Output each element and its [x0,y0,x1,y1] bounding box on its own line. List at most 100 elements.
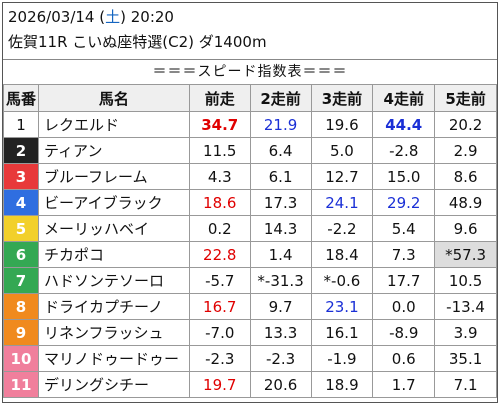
speed-index-4-races-ago: -8.9 [372,319,436,346]
horse-name: ブルーフレーム [37,163,190,190]
table-row: 1 レクエルド 34.7 21.9 19.6 44.4 20.2 [3,111,497,138]
col-header-4-races-ago: 4走前 [372,84,436,112]
table-row: 9 リネンフラッシュ -7.0 13.3 16.1 -8.9 3.9 [3,319,497,346]
speed-index-2-races-ago: 6.1 [249,163,312,190]
speed-index-last-race: 22.8 [188,241,251,268]
speed-index-3-races-ago: 24.1 [310,189,374,216]
speed-index-last-race: 18.6 [188,189,251,216]
table-header-row: 馬番 馬名 前走 2走前 3走前 4走前 5走前 [3,84,497,112]
col-header-horse-number: 馬番 [3,84,39,112]
horse-name: ティアン [37,137,190,164]
speed-index-2-races-ago: 9.7 [249,293,312,320]
race-datetime: 2026/03/14 (土) 20:20 [8,8,174,26]
speed-index-5-races-ago: 3.9 [434,319,497,346]
speed-index-5-races-ago: 2.9 [434,137,497,164]
table-row: 4 ビーアイブラック 18.6 17.3 24.1 29.2 48.9 [3,189,497,216]
speed-index-last-race: 19.7 [188,371,251,398]
horse-number: 7 [3,267,39,294]
speed-index-3-races-ago: -1.9 [310,345,374,372]
speed-index-last-race: 0.2 [188,215,251,242]
speed-index-2-races-ago: 20.6 [249,371,312,398]
col-header-3-races-ago: 3走前 [310,84,374,112]
speed-index-last-race: 4.3 [188,163,251,190]
speed-index-5-races-ago: *57.3 [434,241,497,268]
speed-index-last-race: -7.0 [188,319,251,346]
horse-name: ビーアイブラック [37,189,190,216]
speed-index-2-races-ago: 17.3 [249,189,312,216]
speed-index-last-race: -5.7 [188,267,251,294]
race-time: 20:20 [125,8,174,26]
speed-index-2-races-ago: 21.9 [249,111,312,138]
horse-number: 10 [3,345,39,372]
horse-number: 11 [3,371,39,398]
speed-index-4-races-ago: -2.8 [372,137,436,164]
table-row: 8 ドライカプチーノ 16.7 9.7 23.1 0.0 -13.4 [3,293,497,320]
table-row: 11 デリングシチー 19.7 20.6 18.9 1.7 7.1 [3,371,497,398]
table-row: 3 ブルーフレーム 4.3 6.1 12.7 15.0 8.6 [3,163,497,190]
horse-name: メーリッハベイ [37,215,190,242]
speed-index-3-races-ago: 18.9 [310,371,374,398]
horse-name: リネンフラッシュ [37,319,190,346]
horse-number: 5 [3,215,39,242]
horse-name: レクエルド [37,111,190,138]
horse-number: 2 [3,137,39,164]
speed-index-last-race: 34.7 [188,111,251,138]
col-header-2-races-ago: 2走前 [249,84,312,112]
speed-index-4-races-ago: 0.0 [372,293,436,320]
speed-index-4-races-ago: 5.4 [372,215,436,242]
speed-index-2-races-ago: 1.4 [249,241,312,268]
speed-index-4-races-ago: 44.4 [372,111,436,138]
horse-number: 4 [3,189,39,216]
col-header-horse-name: 馬名 [37,84,190,112]
speed-index-2-races-ago: 13.3 [249,319,312,346]
speed-index-3-races-ago: 19.6 [310,111,374,138]
speed-index-4-races-ago: 0.6 [372,345,436,372]
race-info: 佐賀11R こいぬ座特選(C2) ダ1400m [8,33,267,51]
speed-index-5-races-ago: 48.9 [434,189,497,216]
dow-close: ) [120,8,126,26]
speed-index-4-races-ago: 17.7 [372,267,436,294]
speed-index-4-races-ago: 1.7 [372,371,436,398]
table-row: 6 チカポコ 22.8 1.4 18.4 7.3 *57.3 [3,241,497,268]
dow-open: ( [94,8,106,26]
speed-index-3-races-ago: 23.1 [310,293,374,320]
speed-index-3-races-ago: -2.2 [310,215,374,242]
table-row: 7 ハドソンテソーロ -5.7 *-31.3 *-0.6 17.7 10.5 [3,267,497,294]
speed-index-4-races-ago: 15.0 [372,163,436,190]
race-date: 2026/03/14 [8,8,95,26]
speed-index-table: 馬番 馬名 前走 2走前 3走前 4走前 5走前 1 レクエルド 34.7 21.9 1… [3,84,497,398]
speed-index-5-races-ago: 7.1 [434,371,497,398]
speed-index-last-race: 11.5 [188,137,251,164]
speed-index-panel: 2026/03/14 (土) 20:20 佐賀11R こいぬ座特選(C2) ダ1… [2,2,498,403]
speed-index-5-races-ago: 35.1 [434,345,497,372]
header-divider [3,59,497,60]
table-title: ＝＝＝スピード指数表＝＝＝ [152,64,348,80]
speed-index-3-races-ago: 12.7 [310,163,374,190]
speed-index-2-races-ago: 14.3 [249,215,312,242]
horse-name: デリングシチー [37,371,190,398]
speed-index-last-race: -2.3 [188,345,251,372]
horse-number: 6 [3,241,39,268]
speed-index-5-races-ago: 9.6 [434,215,497,242]
table-row: 2 ティアン 11.5 6.4 5.0 -2.8 2.9 [3,137,497,164]
horse-name: ハドソンテソーロ [37,267,190,294]
speed-index-2-races-ago: 6.4 [249,137,312,164]
horse-number: 8 [3,293,39,320]
horse-name: マリノドゥードゥー [37,345,190,372]
speed-index-5-races-ago: 8.6 [434,163,497,190]
speed-index-2-races-ago: -2.3 [249,345,312,372]
speed-index-3-races-ago: 18.4 [310,241,374,268]
speed-index-3-races-ago: *-0.6 [310,267,374,294]
speed-index-2-races-ago: *-31.3 [249,267,312,294]
horse-number: 1 [3,111,39,138]
table-body: 1 レクエルド 34.7 21.9 19.6 44.4 20.2 2 ティアン 11.5 6.4 5.… [3,111,497,398]
speed-index-3-races-ago: 16.1 [310,319,374,346]
horse-name: チカポコ [37,241,190,268]
speed-index-4-races-ago: 29.2 [372,189,436,216]
speed-index-4-races-ago: 7.3 [372,241,436,268]
table-row: 10 マリノドゥードゥー -2.3 -2.3 -1.9 0.6 35.1 [3,345,497,372]
horse-number: 9 [3,319,39,346]
horse-name: ドライカプチーノ [37,293,190,320]
col-header-5-races-ago: 5走前 [434,84,497,112]
speed-index-last-race: 16.7 [188,293,251,320]
